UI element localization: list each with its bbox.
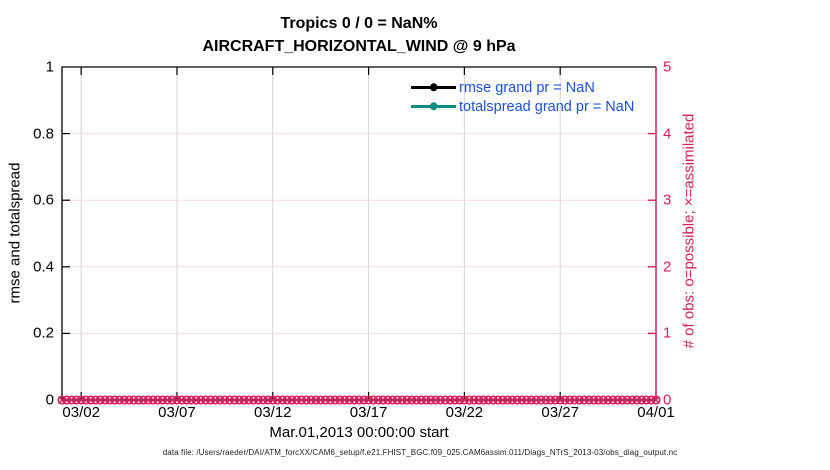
y-tick-label-right: 2 bbox=[663, 258, 672, 276]
chart-title: Tropics 0 / 0 = NaN% bbox=[280, 15, 438, 32]
y-axis-label-left: rmse and totalspread bbox=[6, 162, 24, 304]
legend-marker-dot bbox=[429, 102, 438, 111]
legend-label: totalspread grand pr = NaN bbox=[459, 98, 635, 115]
y-axis-label-right: # of obs: o=possible; ×=assimilated bbox=[680, 113, 698, 349]
x-tick-label: 04/01 bbox=[637, 404, 675, 421]
y-tick-label-right: 0 bbox=[663, 391, 672, 409]
legend: rmse grand pr = NaN totalspread grand pr … bbox=[411, 78, 634, 116]
legend-line-sample bbox=[411, 102, 456, 111]
chart-title-block: Tropics 0 / 0 = NaN% AIRCRAFT_HORIZONTAL… bbox=[202, 12, 515, 58]
x-tick-label: 03/12 bbox=[253, 404, 292, 421]
legend-entry: rmse grand pr = NaN bbox=[411, 78, 634, 97]
x-tick-label: 03/22 bbox=[445, 404, 484, 421]
y-tick-label-left: 0 bbox=[45, 391, 54, 409]
y-tick-label-right: 1 bbox=[663, 324, 672, 342]
y-tick-label-right: 4 bbox=[663, 125, 672, 143]
legend-entry: totalspread grand pr = NaN bbox=[411, 97, 634, 116]
x-tick-label: 03/27 bbox=[541, 404, 579, 421]
y-tick-label-left: 0.4 bbox=[33, 258, 54, 276]
legend-line-sample bbox=[411, 83, 456, 92]
x-tick-label: 03/02 bbox=[62, 404, 100, 421]
y-tick-label-left: 0.8 bbox=[33, 125, 54, 143]
y-tick-label-right: 3 bbox=[663, 191, 672, 209]
axes-box bbox=[61, 66, 656, 401]
y-tick-label-left: 1 bbox=[45, 58, 54, 76]
x-axis-label: Mar.01,2013 00:00:00 start bbox=[269, 424, 449, 441]
x-tick-label: 03/07 bbox=[158, 404, 196, 421]
legend-marker-dot bbox=[429, 83, 438, 92]
x-tick-label: 03/17 bbox=[349, 404, 388, 421]
y-tick-label-left: 0.6 bbox=[33, 191, 54, 209]
chart-subtitle: AIRCRAFT_HORIZONTAL_WIND @ 9 hPa bbox=[202, 38, 516, 55]
legend-label: rmse grand pr = NaN bbox=[459, 79, 595, 96]
possible-o-marker bbox=[651, 395, 661, 405]
y-tick-label-right: 5 bbox=[663, 58, 672, 76]
caption-datafile: data file: /Users/raeder/DAI/ATM_forcXX/… bbox=[162, 448, 678, 457]
assimilated-x-marker bbox=[652, 396, 660, 404]
y-tick-label-left: 0.2 bbox=[33, 324, 54, 342]
